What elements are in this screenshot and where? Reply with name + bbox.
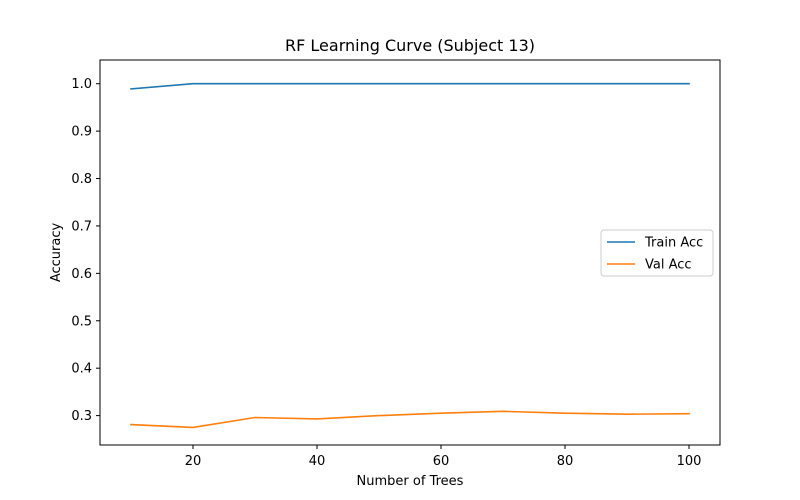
legend: Train Acc Val Acc [600,229,714,277]
y-axis: 0.3 0.4 0.5 0.6 0.7 0.8 0.9 1.0 [71,77,100,424]
y-tick-label: 0.9 [71,125,92,140]
series-line-val-acc [130,410,690,429]
x-tick-label: 20 [185,454,202,469]
y-tick-label: 0.7 [71,219,92,234]
x-tick-label: 80 [557,454,574,469]
y-tick-label: 1.0 [71,77,92,92]
plot-frame [99,59,721,446]
y-tick-label: 0.5 [71,314,92,329]
series-lines [130,82,690,429]
y-tick-label: 0.3 [71,409,92,424]
legend-label: Val Acc [645,258,692,273]
x-tick-label: 60 [433,454,450,469]
x-axis: 20 40 60 80 100 [185,445,702,469]
legend-label: Train Acc [644,236,703,251]
x-tick-label: 40 [309,454,326,469]
y-axis-label: Accuracy [49,223,64,283]
y-tick-label: 0.4 [71,362,92,377]
y-tick-label: 0.6 [71,267,92,282]
x-axis-label: Number of Trees [357,474,464,489]
chart-title: RF Learning Curve (Subject 13) [285,36,535,55]
series-line-train-acc [130,82,690,90]
y-tick-label: 0.8 [71,172,92,187]
x-tick-label: 100 [677,454,702,469]
plot-area [99,59,721,446]
